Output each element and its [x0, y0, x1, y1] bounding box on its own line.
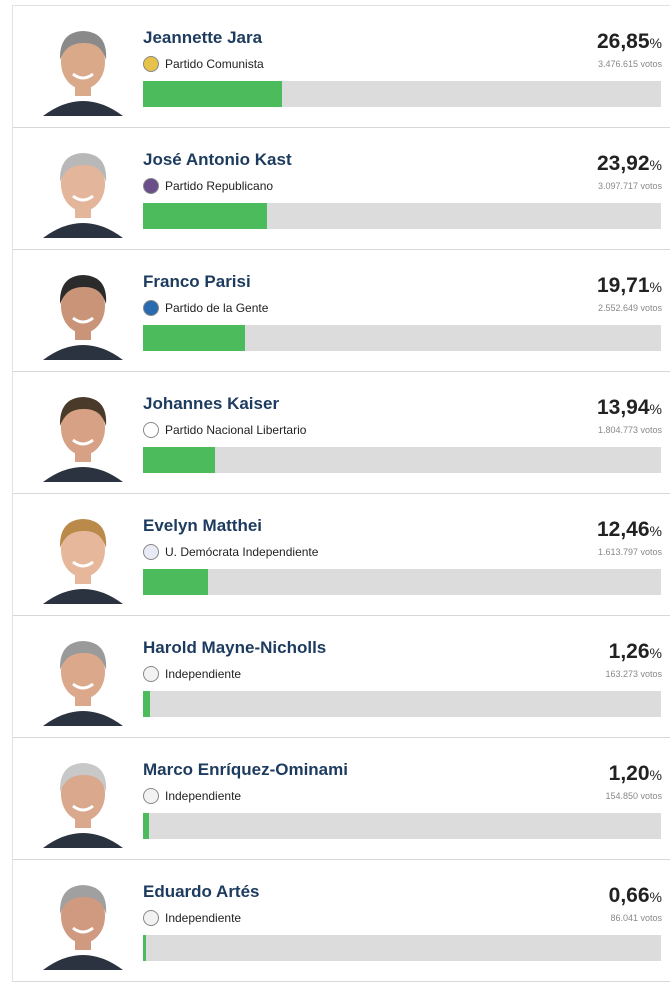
bar-track: [143, 691, 661, 717]
bar-track: [143, 935, 661, 961]
candidate-photo: [35, 626, 131, 726]
bar: [143, 569, 208, 595]
candidate-photo: [35, 870, 131, 970]
percent-unit: %: [650, 767, 662, 783]
page: Jeannette Jara Partido Comunista 26,85% 3.4…: [0, 0, 670, 963]
candidate-photo: [35, 748, 131, 848]
party-icon: [143, 56, 159, 72]
party-icon: [143, 422, 159, 438]
percent-unit: %: [650, 157, 662, 173]
bar-track: [143, 813, 661, 839]
bar-track: [143, 203, 661, 229]
candidate-name: Johannes Kaiser: [143, 394, 279, 414]
percent-value: 13,94: [597, 396, 650, 419]
candidate-row: Jeannette Jara Partido Comunista 26,85% 3.4…: [13, 6, 670, 128]
bar-track: [143, 569, 661, 595]
bar: [143, 691, 150, 717]
percent-unit: %: [650, 889, 662, 905]
percent-unit: %: [650, 401, 662, 417]
bar: [143, 447, 215, 473]
candidate-row: Franco Parisi Partido de la Gente 19,71% 2.…: [13, 250, 670, 372]
party: Independiente: [143, 666, 241, 682]
candidate-photo: [35, 382, 131, 482]
percent: 12,46%: [597, 518, 662, 542]
percent: 13,94%: [597, 396, 662, 420]
party: Partido de la Gente: [143, 300, 268, 316]
votes: 163.273 votos: [605, 669, 662, 679]
party: Partido Nacional Libertario: [143, 422, 306, 438]
party-icon: [143, 544, 159, 560]
votes: 3.097.717 votos: [598, 181, 662, 191]
candidate-row: José Antonio Kast Partido Republicano 23,9…: [13, 128, 670, 250]
candidate-photo: [35, 260, 131, 360]
candidate-name: Franco Parisi: [143, 272, 251, 292]
candidate-name: Harold Mayne-Nicholls: [143, 638, 326, 658]
party-name: Partido Republicano: [165, 179, 273, 193]
percent-value: 1,26: [609, 640, 650, 663]
party: Independiente: [143, 788, 241, 804]
bar-track: [143, 81, 661, 107]
bar: [143, 325, 245, 351]
percent: 23,92%: [597, 152, 662, 176]
party-name: Independiente: [165, 789, 241, 803]
bar: [143, 935, 146, 961]
party: Independiente: [143, 910, 241, 926]
percent-unit: %: [650, 35, 662, 51]
bar: [143, 813, 149, 839]
percent-value: 26,85: [597, 30, 650, 53]
percent-value: 1,20: [609, 762, 650, 785]
bar: [143, 81, 282, 107]
percent-unit: %: [650, 279, 662, 295]
results-list: Jeannette Jara Partido Comunista 26,85% 3.4…: [12, 5, 670, 982]
candidate-name: Jeannette Jara: [143, 28, 262, 48]
votes: 154.850 votos: [605, 791, 662, 801]
candidate-row: Eduardo Artés Independiente 0,66% 86.041 vo…: [13, 860, 670, 982]
party-icon: [143, 788, 159, 804]
votes: 1.613.797 votos: [598, 547, 662, 557]
party-icon: [143, 910, 159, 926]
candidate-name: Marco Enríquez-Ominami: [143, 760, 348, 780]
candidate-name: José Antonio Kast: [143, 150, 292, 170]
party-icon: [143, 666, 159, 682]
party-name: Partido Nacional Libertario: [165, 423, 306, 437]
percent-unit: %: [650, 523, 662, 539]
party-icon: [143, 178, 159, 194]
party: Partido Republicano: [143, 178, 273, 194]
votes: 2.552.649 votos: [598, 303, 662, 313]
party-name: Independiente: [165, 667, 241, 681]
candidate-row: Evelyn Matthei U. Demócrata Independiente…: [13, 494, 670, 616]
percent-value: 0,66: [609, 884, 650, 907]
party: U. Demócrata Independiente: [143, 544, 318, 560]
party-name: Partido Comunista: [165, 57, 264, 71]
percent: 19,71%: [597, 274, 662, 298]
percent-unit: %: [650, 645, 662, 661]
candidate-name: Eduardo Artés: [143, 882, 260, 902]
party-name: Independiente: [165, 911, 241, 925]
candidate-photo: [35, 138, 131, 238]
percent-value: 23,92: [597, 152, 650, 175]
bar-track: [143, 447, 661, 473]
party: Partido Comunista: [143, 56, 264, 72]
candidate-photo: [35, 16, 131, 116]
percent: 26,85%: [597, 30, 662, 54]
percent: 1,20%: [609, 762, 662, 786]
party-name: Partido de la Gente: [165, 301, 268, 315]
votes: 86.041 votos: [610, 913, 662, 923]
votes: 1.804.773 votos: [598, 425, 662, 435]
bar: [143, 203, 267, 229]
percent: 0,66%: [609, 884, 662, 908]
percent-value: 19,71: [597, 274, 650, 297]
candidate-row: Marco Enríquez-Ominami Independiente 1,20%…: [13, 738, 670, 860]
candidate-name: Evelyn Matthei: [143, 516, 262, 536]
party-icon: [143, 300, 159, 316]
votes: 3.476.615 votos: [598, 59, 662, 69]
bar-track: [143, 325, 661, 351]
percent: 1,26%: [609, 640, 662, 664]
percent-value: 12,46: [597, 518, 650, 541]
candidate-photo: [35, 504, 131, 604]
candidate-row: Johannes Kaiser Partido Nacional Libertar…: [13, 372, 670, 494]
party-name: U. Demócrata Independiente: [165, 545, 318, 559]
